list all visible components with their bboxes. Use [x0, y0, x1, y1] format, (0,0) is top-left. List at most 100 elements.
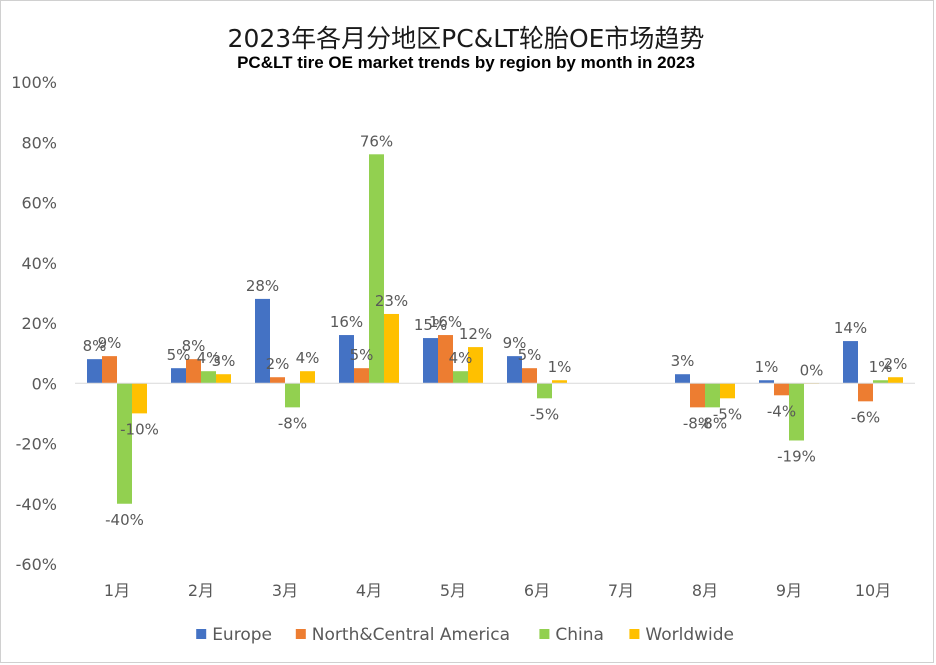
legend-label: China	[555, 625, 604, 645]
data-label: 5%	[167, 346, 191, 364]
y-tick-label: 80%	[21, 133, 57, 152]
data-label: -5%	[530, 405, 559, 423]
bar-china-1	[117, 383, 132, 504]
bar-worldwide-3	[300, 371, 315, 384]
bar-north-central-america-6	[522, 368, 537, 384]
data-label: -10%	[120, 420, 159, 438]
x-tick-label: 9月	[776, 581, 802, 600]
bar-worldwide-8	[720, 383, 735, 399]
bar-north-central-america-1	[102, 356, 117, 384]
data-label: 0%	[800, 361, 824, 379]
bar-worldwide-1	[132, 383, 147, 414]
legend-swatch	[196, 629, 207, 639]
data-label: -4%	[767, 402, 796, 420]
y-tick-label: 100%	[11, 73, 57, 92]
bar-worldwide-2	[216, 374, 231, 384]
bar-china-10	[873, 380, 888, 384]
bar-china-8	[705, 383, 720, 408]
data-label: 8%	[83, 337, 107, 355]
data-label: 2%	[266, 355, 290, 373]
x-tick-label: 8月	[692, 581, 718, 600]
x-tick-label: 1月	[104, 581, 130, 600]
data-label: -8%	[683, 414, 712, 432]
bar-china-3	[285, 383, 300, 408]
bar-europe-9	[759, 380, 774, 384]
bar-worldwide-10	[888, 377, 903, 384]
legend-label: Worldwide	[645, 625, 734, 645]
bar-worldwide-4	[384, 313, 399, 384]
bar-europe-1	[87, 359, 102, 384]
bar-europe-3	[255, 298, 270, 384]
data-label: 8%	[182, 337, 206, 355]
data-label: -5%	[713, 405, 742, 423]
data-label: 23%	[375, 292, 408, 310]
data-label: 3%	[671, 352, 695, 370]
legend-swatch	[539, 629, 550, 639]
data-label: -6%	[851, 408, 880, 426]
data-label: -19%	[777, 447, 816, 465]
y-tick-label: -40%	[16, 495, 57, 514]
legend-label: North&Central America	[312, 625, 510, 645]
bar-europe-8	[675, 374, 690, 384]
legend-swatch	[295, 629, 306, 639]
y-tick-label: 20%	[21, 314, 57, 333]
bar-north-central-america-5	[438, 335, 453, 384]
data-label: 4%	[296, 349, 320, 367]
y-tick-label: -60%	[16, 555, 57, 574]
bar-north-central-america-10	[858, 383, 873, 402]
bar-north-central-america-8	[690, 383, 705, 408]
bar-china-5	[453, 371, 468, 384]
x-tick-label: 5月	[440, 581, 466, 600]
data-label: 15%	[414, 316, 447, 334]
bar-europe-6	[507, 356, 522, 384]
bar-north-central-america-4	[354, 368, 369, 384]
chart-title: 2023年各月分地区PC&LT轮胎OE市场趋势	[228, 24, 705, 53]
data-label: 1%	[548, 358, 572, 376]
x-tick-label: 10月	[855, 581, 891, 600]
bar-europe-10	[843, 341, 858, 384]
data-label: 9%	[503, 334, 527, 352]
data-label: 3%	[212, 352, 236, 370]
bar-worldwide-5	[468, 347, 483, 384]
x-tick-label: 4月	[356, 581, 382, 600]
data-label: 1%	[869, 358, 893, 376]
chart-subtitle: PC&LT tire OE market trends by region by…	[237, 53, 695, 72]
y-tick-label: 40%	[21, 254, 57, 273]
data-label: 28%	[246, 277, 279, 295]
bar-china-2	[201, 371, 216, 384]
data-label: -40%	[105, 511, 144, 529]
bar-europe-5	[423, 338, 438, 384]
x-tick-label: 7月	[608, 581, 634, 600]
bar-europe-4	[339, 335, 354, 384]
bar-north-central-america-3	[270, 377, 285, 384]
data-label: 5%	[350, 346, 374, 364]
data-label: -8%	[278, 414, 307, 432]
x-tick-label: 6月	[524, 581, 550, 600]
data-label: 76%	[360, 132, 393, 150]
data-label: 9%	[98, 334, 122, 352]
legend-swatch	[629, 629, 640, 639]
bar-china-6	[537, 383, 552, 399]
y-tick-label: 0%	[32, 374, 57, 393]
x-tick-label: 3月	[272, 581, 298, 600]
data-label: 4%	[449, 349, 473, 367]
legend-label: Europe	[212, 625, 272, 645]
bar-north-central-america-2	[186, 359, 201, 384]
data-label: 12%	[459, 325, 492, 343]
data-label: 4%	[197, 349, 221, 367]
data-label: -8%	[698, 414, 727, 432]
y-tick-label: 60%	[21, 194, 57, 213]
y-tick-label: -20%	[16, 435, 57, 454]
x-tick-label: 2月	[188, 581, 214, 600]
data-label: 5%	[518, 346, 542, 364]
bar-north-central-america-9	[774, 383, 789, 396]
bar-china-4	[369, 154, 384, 384]
data-label: 16%	[429, 313, 462, 331]
bar-china-9	[789, 383, 804, 441]
data-label: 14%	[834, 319, 867, 337]
data-label: 1%	[755, 358, 779, 376]
data-label: 16%	[330, 313, 363, 331]
bar-worldwide-6	[552, 380, 567, 384]
